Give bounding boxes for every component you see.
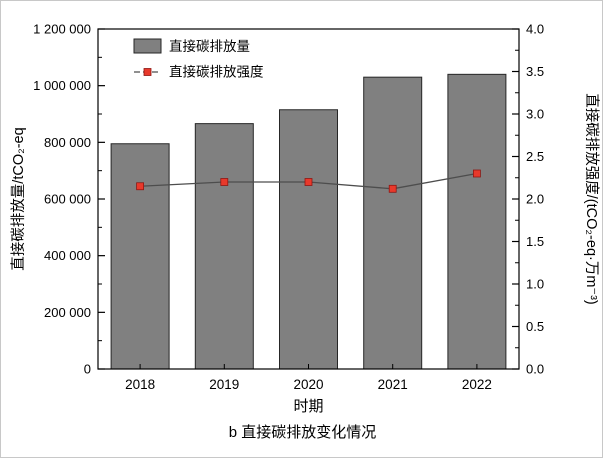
right-tick-label: 4.0 bbox=[526, 22, 544, 37]
intensity-marker-2018 bbox=[136, 182, 145, 191]
legend-line-marker bbox=[143, 68, 152, 76]
x-tick-label: 2019 bbox=[209, 377, 239, 392]
right-axis-title: 直接碳排放强度/(tCO₂-eq·万m⁻³) bbox=[583, 93, 600, 304]
left-tick-label: 1 200 000 bbox=[33, 22, 91, 37]
right-tick-label: 1.5 bbox=[526, 234, 544, 249]
x-tick-label: 2018 bbox=[125, 377, 155, 392]
left-tick-label: 800 000 bbox=[44, 135, 91, 150]
left-tick-label: 1 000 000 bbox=[33, 78, 91, 93]
right-tick-label: 2.0 bbox=[526, 192, 544, 207]
left-tick-label: 200 000 bbox=[44, 305, 91, 320]
bar-2021 bbox=[363, 76, 423, 370]
legend-bar-swatch bbox=[133, 38, 162, 54]
legend-line-label: 直接碳排放强度 bbox=[169, 64, 264, 80]
right-tick-label: 0.0 bbox=[526, 362, 544, 377]
left-tick-label: 600 000 bbox=[44, 192, 91, 207]
right-tick-label: 0.5 bbox=[526, 319, 544, 334]
chart-caption: b 直接碳排放变化情况 bbox=[228, 424, 377, 441]
x-tick-label: 2022 bbox=[462, 377, 492, 392]
bar-2018 bbox=[110, 143, 170, 370]
intensity-marker-2019 bbox=[220, 178, 229, 186]
intensity-marker-2022 bbox=[472, 169, 481, 178]
right-tick-label: 2.5 bbox=[526, 149, 544, 164]
left-axis-title: 直接碳排放量/tCO₂-eq bbox=[10, 127, 27, 270]
right-tick-label: 1.0 bbox=[526, 277, 544, 292]
intensity-marker-2020 bbox=[304, 178, 313, 186]
left-tick-label: 400 000 bbox=[44, 248, 91, 263]
right-tick-label: 3.5 bbox=[526, 64, 544, 79]
x-axis-title: 时期 bbox=[293, 398, 324, 415]
x-tick-label: 2020 bbox=[293, 377, 323, 392]
legend-bar-label: 直接碳排放量 bbox=[169, 38, 250, 54]
intensity-marker-2021 bbox=[388, 184, 397, 193]
bar-2019 bbox=[194, 123, 254, 370]
x-tick-label: 2021 bbox=[378, 377, 408, 392]
right-tick-label: 3.0 bbox=[526, 107, 544, 122]
bar-2020 bbox=[279, 109, 338, 370]
left-tick-label: 0 bbox=[84, 362, 91, 377]
bar-2022 bbox=[447, 73, 507, 370]
